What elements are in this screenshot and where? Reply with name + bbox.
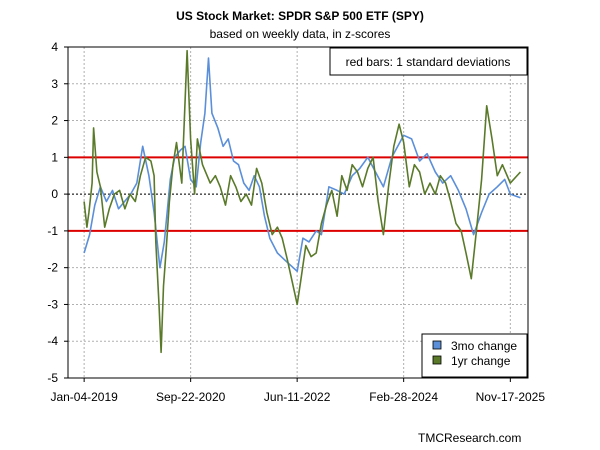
y-tick-label: -1: [47, 224, 58, 238]
legend-swatch-1yr: [432, 355, 442, 365]
series-line-3mo: [83, 57, 521, 273]
annotation-box: red bars: 1 standard deviations: [329, 47, 528, 76]
y-tick-label: -5: [47, 371, 58, 385]
y-tick-label: -3: [47, 297, 58, 311]
x-axis-ticks: Jan-04-2019 Sep-22-2020 Jun-11-2022 Feb-28-…: [50, 378, 545, 404]
annotation-text: red bars: 1 standard deviations: [346, 55, 511, 69]
legend-swatch-3mo: [432, 340, 442, 350]
series-line-1yr: [83, 49, 521, 354]
x-tick-label: Jun-11-2022: [264, 390, 331, 404]
y-tick-label: 2: [51, 114, 58, 128]
y-axis-ticks: 4 3 2 1 0 -1 -2 -3 -4 -5: [47, 40, 68, 385]
legend-label-3mo: 3mo change: [451, 339, 517, 353]
x-tick-label: Sep-22-2020: [156, 390, 226, 404]
x-tick-label: Nov-17-2025: [476, 390, 546, 404]
y-tick-label: 3: [51, 77, 58, 91]
chart-title: US Stock Market: SPDR S&P 500 ETF (SPY): [176, 9, 424, 23]
y-tick-label: 4: [51, 40, 58, 54]
credit-text: TMCResearch.com: [418, 431, 522, 445]
x-tick-label: Jan-04-2019: [50, 390, 118, 404]
plot-area: [68, 47, 528, 378]
x-tick-label: Feb-28-2024: [369, 390, 438, 404]
y-tick-label: 0: [51, 187, 58, 201]
y-tick-label: -2: [47, 261, 58, 275]
legend-label-1yr: 1yr change: [451, 354, 511, 368]
chart-subtitle: based on weekly data, in z-scores: [209, 27, 391, 41]
plot-border: [67, 46, 529, 379]
y-tick-label: -4: [47, 334, 58, 348]
y-tick-label: 1: [51, 150, 58, 164]
series-lines: [83, 49, 521, 354]
legend: 3mo change 1yr change: [421, 333, 528, 378]
